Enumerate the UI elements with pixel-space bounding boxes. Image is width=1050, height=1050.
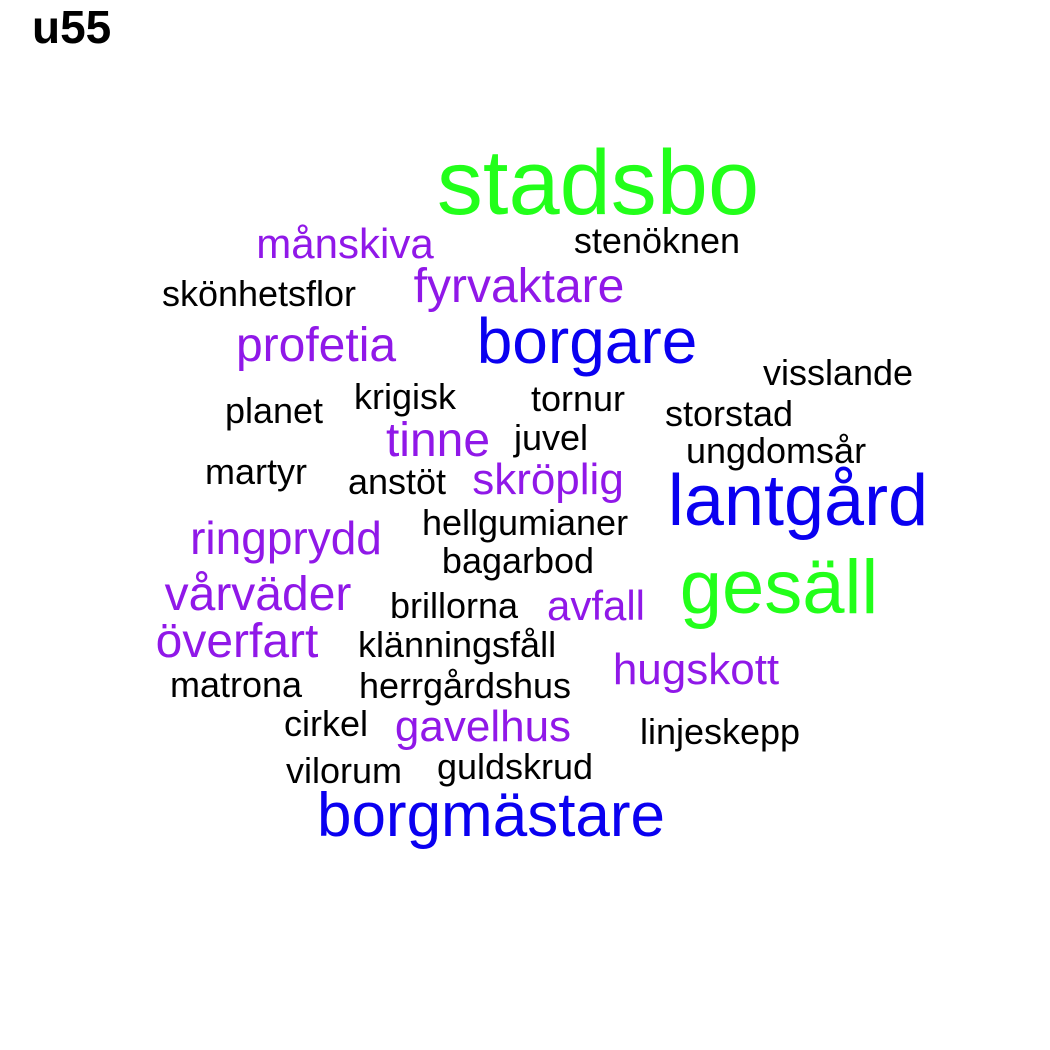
word-22: gesäll xyxy=(679,545,879,630)
word-1: månskiva xyxy=(256,220,434,267)
word-13: juvel xyxy=(513,417,589,458)
word-23: vårväder xyxy=(164,568,352,621)
word-27: klänningsfåll xyxy=(357,624,557,665)
word-15: martyr xyxy=(205,451,307,492)
word-4: skönhetsflor xyxy=(161,273,357,314)
word-7: visslande xyxy=(762,352,914,393)
word-10: planet xyxy=(224,390,324,431)
word-8: krigisk xyxy=(353,376,457,417)
word-25: avfall xyxy=(546,582,646,629)
word-21: bagarbod xyxy=(441,540,595,581)
word-34: vilorum xyxy=(285,750,403,791)
word-31: cirkel xyxy=(283,703,369,744)
word-24: brillorna xyxy=(389,585,519,626)
word-0: stadsbo xyxy=(436,132,760,234)
word-11: storstad xyxy=(664,393,794,434)
word-17: skröplig xyxy=(472,455,624,504)
word-26: överfart xyxy=(155,615,319,668)
page-title: u55 xyxy=(32,1,112,53)
word-2: stenöknen xyxy=(573,220,741,261)
word-19: hellgumianer xyxy=(421,502,629,543)
word-28: hugskott xyxy=(612,645,780,694)
word-9: tornur xyxy=(530,378,626,419)
word-33: linjeskepp xyxy=(639,711,801,752)
word-36: borgmästare xyxy=(316,781,666,850)
word-16: anstöt xyxy=(347,461,447,502)
word-12: tinne xyxy=(385,414,491,467)
word-20: ringprydd xyxy=(190,512,382,564)
word-29: matrona xyxy=(169,664,303,705)
word-6: profetia xyxy=(235,319,397,372)
word-14: ungdomsår xyxy=(685,430,867,471)
word-5: borgare xyxy=(476,305,698,377)
word-35: guldskrud xyxy=(436,746,594,787)
word-3: fyrvaktare xyxy=(413,260,625,313)
word-18: lantgård xyxy=(667,461,929,541)
word-30: herrgårdshus xyxy=(358,665,572,706)
word-32: gavelhus xyxy=(394,702,572,751)
